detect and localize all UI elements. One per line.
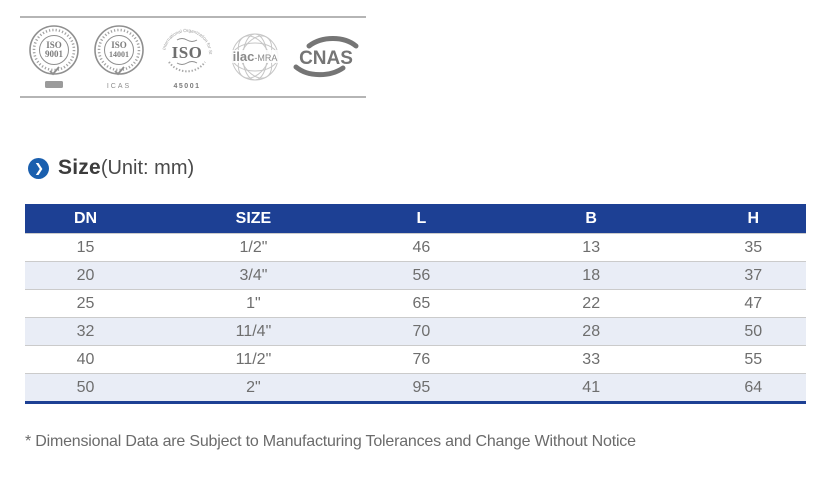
cell-l: 76 — [360, 345, 482, 374]
table-row: 40 11/2" 76 33 55 — [25, 345, 806, 374]
certifier-logo-block — [45, 81, 63, 88]
cell-dn: 15 — [25, 233, 147, 262]
svg-text:ISO: ISO — [111, 40, 127, 50]
table-row: 15 1/2" 46 13 35 — [25, 233, 806, 262]
col-header-b: B — [481, 204, 701, 234]
col-header-h: H — [700, 204, 806, 234]
certification-strip: ISO 9001 ISO 14001 ICAS — [20, 16, 366, 98]
cell-l: 95 — [360, 373, 482, 403]
cell-l: 70 — [360, 317, 482, 346]
header-row: DN SIZE L B H — [25, 204, 806, 234]
iso-14001-badge: ISO 14001 ICAS — [91, 22, 147, 92]
table-row: 50 2" 95 41 64 — [25, 373, 806, 403]
section-title: Size(Unit: mm) — [58, 156, 194, 180]
svg-text:ISO: ISO — [172, 43, 203, 62]
table-row: 20 3/4" 56 18 37 — [25, 261, 806, 290]
svg-text:ilac-MRA: ilac-MRA — [233, 49, 278, 64]
iso-9001-badge: ISO 9001 — [26, 22, 82, 92]
dimensional-disclaimer: * Dimensional Data are Subject to Manufa… — [25, 433, 636, 450]
section-unit-text: (Unit: mm) — [100, 157, 195, 179]
size-table-header: DN SIZE L B H — [25, 204, 806, 234]
iso-45001-badge: International Organization for Standardi… — [156, 22, 218, 92]
cell-size: 1" — [146, 289, 361, 318]
checkmark-icon — [49, 66, 60, 76]
section-title-text: Size — [58, 156, 101, 179]
cell-b: 28 — [481, 317, 701, 346]
cnas-logo-icon: CNAS — [293, 36, 359, 78]
iso-9001-seal-icon: ISO 9001 — [29, 25, 79, 88]
cell-dn: 25 — [25, 289, 147, 318]
chevron-right-icon: ❯ — [28, 157, 49, 179]
cell-b: 33 — [481, 345, 701, 374]
cell-h: 64 — [700, 373, 806, 403]
cell-h: 50 — [700, 317, 806, 346]
iso-45001-seal-icon: International Organization for Standardi… — [156, 22, 213, 90]
cell-l: 46 — [360, 233, 482, 262]
cell-h: 55 — [700, 345, 806, 374]
cell-dn: 32 — [25, 317, 147, 346]
cell-b: 13 — [481, 233, 701, 262]
svg-text:9001: 9001 — [45, 49, 64, 59]
table-row: 32 11/4" 70 28 50 — [25, 317, 806, 346]
cnas-badge: CNAS — [292, 33, 360, 81]
svg-text:14001: 14001 — [109, 50, 129, 59]
iso-14001-seal-icon: ISO 14001 ICAS — [94, 25, 144, 90]
ilac-mra-globe-icon: ilac-MRA — [228, 33, 282, 81]
svg-text:45001: 45001 — [174, 83, 201, 90]
svg-text:CNAS: CNAS — [299, 48, 353, 69]
cell-l: 65 — [360, 289, 482, 318]
cell-dn: 50 — [25, 373, 147, 403]
cell-size: 11/4" — [146, 317, 361, 346]
cell-h: 37 — [700, 261, 806, 290]
cell-h: 47 — [700, 289, 806, 318]
col-header-l: L — [360, 204, 482, 234]
cell-dn: 40 — [25, 345, 147, 374]
table-row: 25 1" 65 22 47 — [25, 289, 806, 318]
svg-text:ISO: ISO — [46, 40, 62, 50]
cell-size: 2" — [146, 373, 361, 403]
cell-dn: 20 — [25, 261, 147, 290]
ilac-mra-badge: ilac-MRA — [227, 28, 283, 86]
size-table-body: 15 1/2" 46 13 35 20 3/4" 56 18 37 25 1" … — [25, 233, 806, 403]
size-section-heading: ❯ Size(Unit: mm) — [28, 156, 194, 180]
cell-b: 41 — [481, 373, 701, 403]
size-table: DN SIZE L B H 15 1/2" 46 13 35 20 3/4" 5… — [25, 204, 806, 404]
col-header-dn: DN — [25, 204, 147, 234]
cell-size: 11/2" — [146, 345, 361, 374]
svg-text:ICAS: ICAS — [107, 83, 131, 90]
cell-l: 56 — [360, 261, 482, 290]
cell-size: 1/2" — [146, 233, 361, 262]
cell-size: 3/4" — [146, 261, 361, 290]
col-header-size: SIZE — [146, 204, 361, 234]
cell-h: 35 — [700, 233, 806, 262]
cell-b: 18 — [481, 261, 701, 290]
checkmark-icon — [114, 66, 125, 76]
cell-b: 22 — [481, 289, 701, 318]
